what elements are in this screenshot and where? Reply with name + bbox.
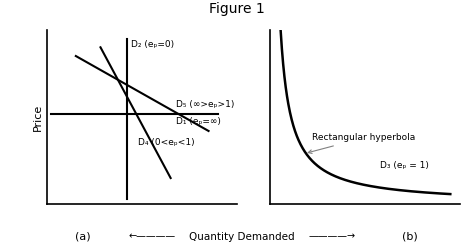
Text: Quantity Demanded: Quantity Demanded bbox=[189, 232, 294, 242]
Text: D₄ (0<eₚ<1): D₄ (0<eₚ<1) bbox=[138, 138, 195, 147]
Text: (b): (b) bbox=[402, 232, 418, 242]
Text: D₁ (eₚ=∞): D₁ (eₚ=∞) bbox=[176, 117, 221, 126]
Text: D₅ (∞>eₚ>1): D₅ (∞>eₚ>1) bbox=[176, 100, 235, 109]
Y-axis label: Price: Price bbox=[33, 103, 43, 131]
Text: Rectangular hyperbola: Rectangular hyperbola bbox=[308, 133, 415, 153]
Text: ————→: ————→ bbox=[308, 232, 356, 242]
Text: (a): (a) bbox=[75, 232, 91, 242]
Text: Figure 1: Figure 1 bbox=[209, 2, 265, 16]
Text: ←————: ←———— bbox=[128, 232, 175, 242]
Text: D₂ (eₚ=0): D₂ (eₚ=0) bbox=[131, 40, 174, 49]
Text: D₃ (eₚ = 1): D₃ (eₚ = 1) bbox=[380, 161, 429, 170]
